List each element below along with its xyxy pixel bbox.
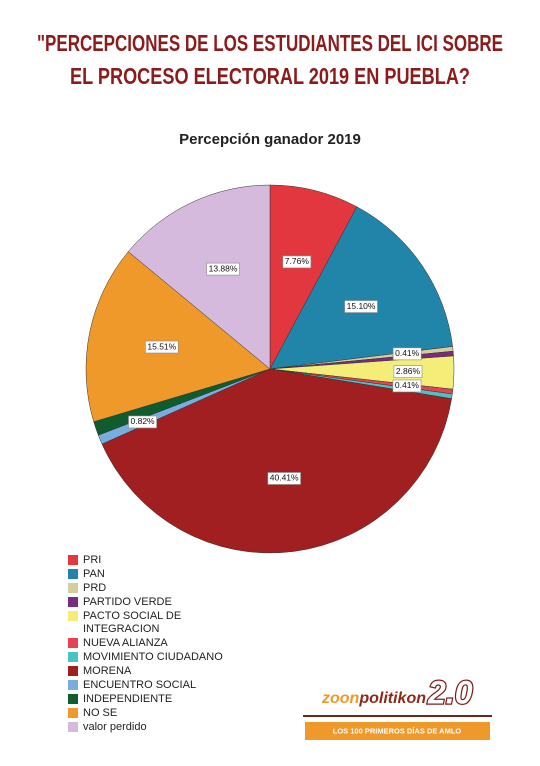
legend-item: PRD bbox=[68, 582, 238, 595]
brand-logo: zoonpolitikon bbox=[321, 690, 426, 707]
legend-label: MORENA bbox=[83, 664, 132, 677]
legend-swatch bbox=[68, 583, 78, 593]
value-label-text: 0.41% bbox=[395, 348, 420, 358]
value-label-text: 40.41% bbox=[270, 473, 299, 483]
legend-item: NO SE bbox=[68, 707, 238, 720]
legend-label: PACTO SOCIAL DE INTEGRACION bbox=[83, 610, 182, 635]
legend-swatch bbox=[68, 693, 78, 704]
chart-title: Percepción ganador 2019 bbox=[179, 131, 361, 148]
value-label-box bbox=[393, 365, 423, 379]
legend-item: INDEPENDIENTE bbox=[68, 693, 238, 706]
value-label-box bbox=[128, 415, 157, 429]
brand-tagline: LOS 100 PRIMEROS DÍAS DE AMLO bbox=[333, 726, 462, 735]
pie-slice bbox=[101, 368, 452, 554]
legend-label: PARTIDO VERDE bbox=[83, 596, 172, 608]
brand-name: politikon bbox=[358, 690, 426, 707]
value-label-box bbox=[392, 347, 422, 361]
value-label: 0.41% bbox=[392, 347, 422, 361]
legend-swatch bbox=[68, 637, 78, 648]
value-label: 0.82% bbox=[128, 415, 157, 429]
value-label-box bbox=[282, 255, 312, 269]
legend-label: PRD bbox=[83, 582, 107, 594]
value-label: 0.41% bbox=[392, 379, 422, 393]
legend-swatch bbox=[68, 665, 78, 676]
pie-slice bbox=[269, 184, 358, 370]
legend-label: NUEVA ALIANZA bbox=[83, 636, 168, 649]
pie-slice bbox=[127, 184, 271, 370]
legend-swatch bbox=[68, 611, 78, 621]
page-title: EL PROCESO ELECTORAL 2019 EN PUEBLA? bbox=[70, 63, 470, 89]
legend-item: valor perdido bbox=[68, 721, 238, 734]
value-label-box bbox=[206, 262, 240, 276]
legend-item: PARTIDO VERDE bbox=[68, 596, 238, 609]
value-label-text: 0.82% bbox=[131, 416, 156, 426]
legend-label: MOVIMIENTO CIUDADANO bbox=[83, 650, 223, 663]
legend-label: valor perdido bbox=[83, 720, 147, 733]
value-label-box bbox=[145, 340, 179, 354]
legend-label: PAN bbox=[83, 568, 105, 580]
brand-prefix: zoon bbox=[321, 690, 360, 707]
legend-item: PAN bbox=[68, 568, 238, 581]
value-label-text: 13.88% bbox=[209, 263, 238, 273]
value-label: 15.51% bbox=[145, 340, 179, 354]
value-label-box bbox=[344, 300, 378, 313]
value-label-text: 7.76% bbox=[285, 256, 310, 266]
legend-swatch bbox=[68, 569, 78, 579]
value-label-text: 15.10% bbox=[347, 301, 376, 311]
legend-item: MOVIMIENTO CIUDADANO bbox=[68, 651, 238, 664]
legend-item: PRI bbox=[68, 554, 238, 567]
value-label-text: 15.51% bbox=[147, 341, 176, 351]
value-label: 40.41% bbox=[267, 472, 301, 485]
value-label: 15.10% bbox=[344, 300, 378, 313]
legend-swatch bbox=[68, 721, 78, 732]
legend-item: MORENA bbox=[68, 665, 238, 678]
legend-swatch bbox=[68, 597, 78, 607]
legend: PRI PAN PRD PARTIDO VERDE PACTO SOCIAL DE IN… bbox=[68, 554, 238, 735]
page-title: "PERCEPCIONES DE LOS ESTUDIANTES DEL ICI… bbox=[37, 30, 503, 56]
value-label-box bbox=[392, 379, 422, 393]
value-label: 2.86% bbox=[393, 365, 423, 379]
legend-item: PACTO SOCIAL DE INTEGRACION bbox=[68, 610, 238, 635]
legend-swatch bbox=[68, 707, 78, 718]
pie-slice bbox=[269, 206, 453, 370]
legend-swatch bbox=[68, 679, 78, 690]
brand-version: 2.0 bbox=[427, 674, 473, 710]
value-label-box bbox=[267, 472, 301, 485]
legend-item: NUEVA ALIANZA bbox=[68, 637, 238, 650]
legend-label: NO SE bbox=[83, 706, 118, 719]
value-label-text: 0.41% bbox=[395, 380, 420, 390]
legend-label: INDEPENDIENTE bbox=[83, 692, 173, 705]
value-label: 7.76% bbox=[282, 255, 312, 269]
value-label-text: 2.86% bbox=[396, 366, 421, 376]
pie-slice bbox=[85, 251, 271, 423]
legend-label: ENCUENTRO SOCIAL bbox=[83, 678, 197, 691]
brand-banner bbox=[305, 722, 490, 740]
value-label: 13.88% bbox=[206, 262, 240, 276]
legend-swatch bbox=[68, 651, 78, 662]
legend-label: PRI bbox=[83, 554, 102, 566]
legend-swatch bbox=[68, 555, 78, 565]
legend-item: ENCUENTRO SOCIAL bbox=[68, 679, 238, 692]
